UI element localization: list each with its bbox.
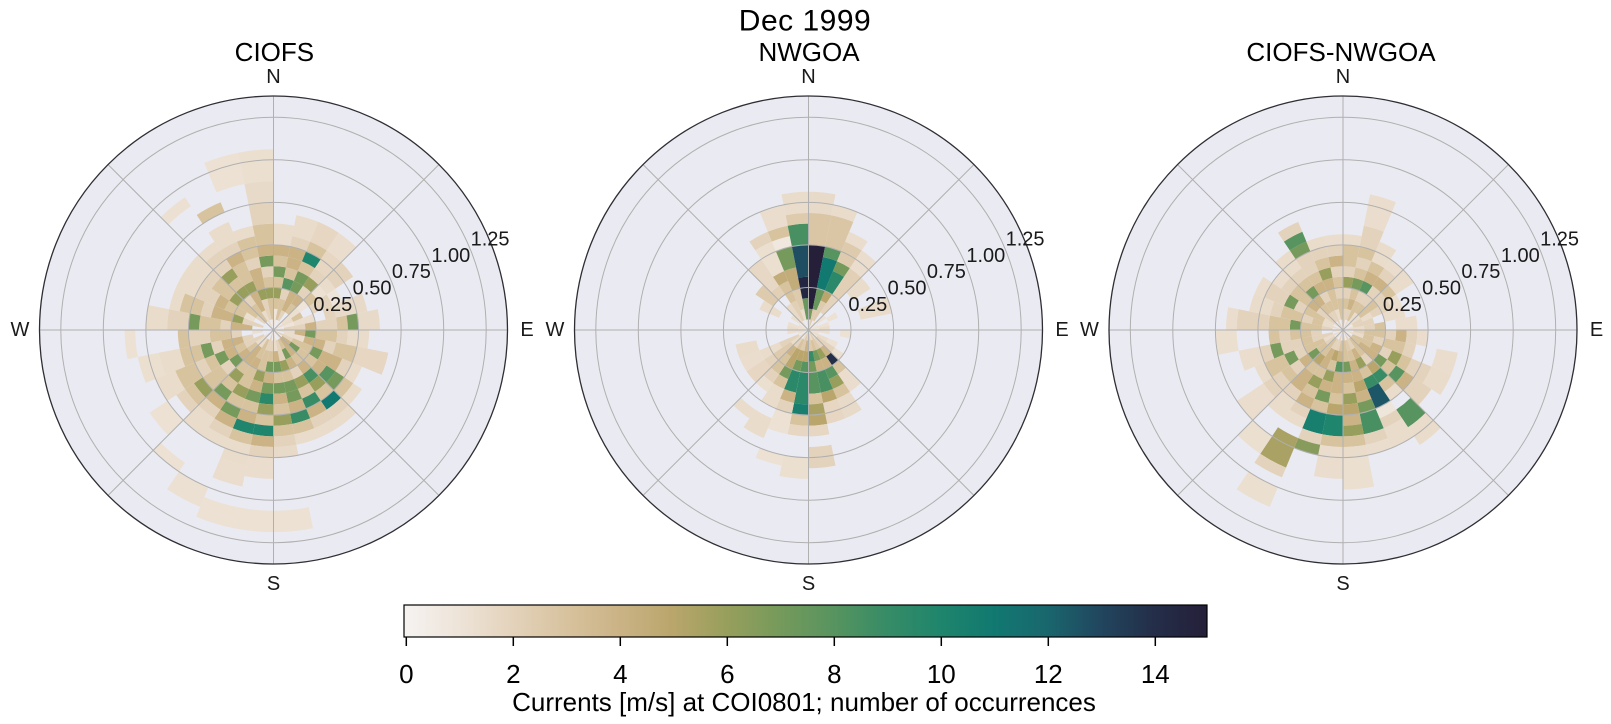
svg-text:S: S — [1336, 573, 1349, 595]
svg-text:0.50: 0.50 — [1422, 278, 1461, 300]
svg-text:0.75: 0.75 — [927, 261, 966, 283]
svg-text:N: N — [1336, 66, 1350, 88]
svg-text:4: 4 — [613, 659, 627, 689]
svg-text:0: 0 — [399, 659, 413, 689]
svg-text:1.00: 1.00 — [1501, 245, 1540, 267]
svg-text:NWGOA: NWGOA — [758, 37, 860, 67]
svg-text:14: 14 — [1141, 659, 1170, 689]
svg-text:W: W — [1080, 319, 1099, 341]
svg-text:0.25: 0.25 — [313, 294, 352, 316]
svg-text:0.50: 0.50 — [888, 278, 927, 300]
svg-text:W: W — [11, 319, 30, 341]
svg-text:0.75: 0.75 — [392, 261, 431, 283]
svg-text:Currents [m/s] at COI0801; num: Currents [m/s] at COI0801; number of occ… — [512, 687, 1096, 717]
svg-text:N: N — [801, 66, 815, 88]
svg-text:N: N — [266, 66, 280, 88]
svg-text:S: S — [802, 573, 815, 595]
svg-text:0.25: 0.25 — [1383, 294, 1422, 316]
svg-text:0.50: 0.50 — [353, 278, 392, 300]
svg-text:1.00: 1.00 — [431, 245, 470, 267]
svg-text:1.00: 1.00 — [966, 245, 1005, 267]
svg-text:1.25: 1.25 — [471, 229, 510, 251]
svg-text:0.25: 0.25 — [848, 294, 887, 316]
svg-text:S: S — [267, 573, 280, 595]
svg-text:10: 10 — [927, 659, 956, 689]
svg-text:12: 12 — [1034, 659, 1063, 689]
svg-text:E: E — [520, 319, 533, 341]
svg-text:1.25: 1.25 — [1540, 229, 1579, 251]
svg-text:CIOFS: CIOFS — [235, 37, 314, 67]
svg-text:0.75: 0.75 — [1461, 261, 1500, 283]
svg-text:8: 8 — [827, 659, 841, 689]
svg-text:Dec 1999: Dec 1999 — [739, 5, 871, 38]
svg-text:E: E — [1590, 319, 1603, 341]
svg-text:1.25: 1.25 — [1006, 229, 1045, 251]
svg-text:CIOFS-NWGOA: CIOFS-NWGOA — [1246, 37, 1436, 67]
svg-text:6: 6 — [720, 659, 734, 689]
svg-text:W: W — [546, 319, 565, 341]
svg-text:E: E — [1055, 319, 1068, 341]
svg-text:2: 2 — [506, 659, 520, 689]
